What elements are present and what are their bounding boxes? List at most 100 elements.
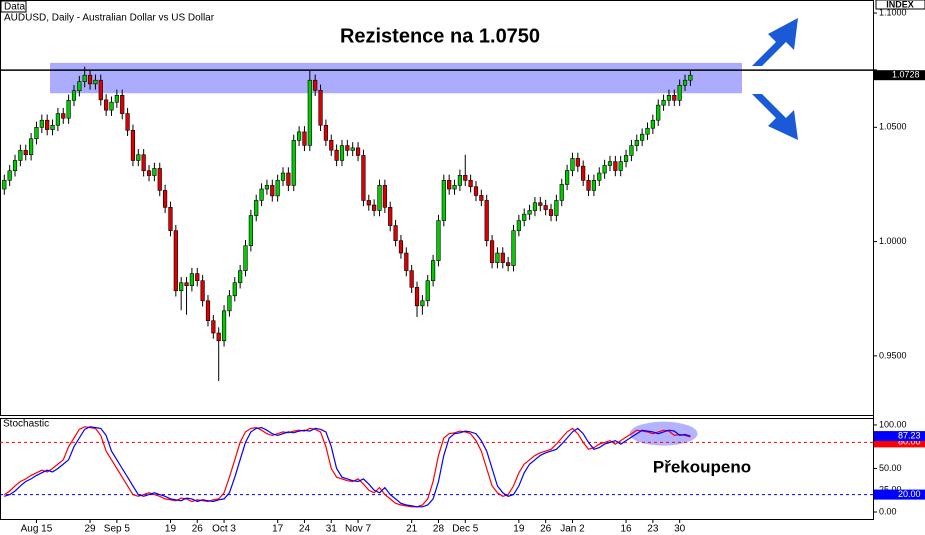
- last-price: 1.0728: [892, 70, 920, 80]
- candle-body: [463, 175, 468, 181]
- candle-body: [136, 154, 141, 161]
- candle-body: [195, 273, 200, 281]
- level-box: [874, 437, 925, 448]
- candle-body: [538, 202, 543, 206]
- candle-body: [39, 119, 44, 128]
- candle-body: [640, 133, 645, 141]
- resistance-label: Rezistence na 1.0750: [340, 25, 540, 47]
- resistance-band: [50, 62, 742, 94]
- y-tick-label: 0.00: [879, 506, 897, 516]
- candle-body: [329, 140, 334, 151]
- x-tick-label: 30: [674, 524, 686, 535]
- candle-body: [2, 180, 7, 190]
- candle-body: [377, 185, 382, 211]
- stochastic-line: [4, 426, 691, 508]
- x-tick-label: 19: [513, 524, 525, 535]
- index-tag: [875, 0, 925, 10]
- candle-body: [511, 230, 516, 266]
- candle-body: [436, 220, 441, 261]
- candle-body: [581, 165, 586, 181]
- x-tick-label: 31: [326, 524, 338, 535]
- candle-body: [543, 205, 548, 210]
- candle-body: [205, 300, 211, 321]
- candle-body: [522, 213, 527, 221]
- x-tick-label: 29: [84, 524, 96, 535]
- candle-body: [559, 184, 564, 201]
- candle-body: [125, 113, 130, 131]
- candle-body: [168, 207, 173, 231]
- candle-body: [227, 295, 232, 312]
- candle-body: [586, 180, 591, 191]
- candle-body: [7, 170, 12, 181]
- candle-body: [677, 84, 682, 101]
- candle-body: [666, 95, 672, 101]
- candle-body: [393, 225, 398, 241]
- candle-body: [28, 138, 34, 156]
- y-tick-label: 0.9500: [879, 350, 907, 360]
- candle-body: [597, 172, 602, 181]
- candle-body: [163, 190, 168, 208]
- x-tick-label: 26: [540, 524, 552, 535]
- candle-body: [414, 287, 420, 307]
- candle-body: [189, 273, 195, 287]
- y-tick-label: 1.1000: [879, 7, 907, 17]
- candle-body: [114, 95, 119, 103]
- candle-body: [232, 282, 237, 297]
- candle-body: [18, 150, 23, 161]
- candle-body: [682, 79, 688, 86]
- candle-body: [484, 200, 489, 241]
- candle-body: [313, 79, 318, 91]
- candle-body: [82, 74, 87, 82]
- candle-body: [650, 119, 655, 129]
- candle-body: [350, 147, 355, 151]
- candle-body: [34, 127, 39, 140]
- x-tick-label: 16: [620, 524, 632, 535]
- x-tick-label: Sep 5: [104, 524, 131, 535]
- candle-body: [473, 186, 479, 196]
- candle-body: [361, 155, 366, 201]
- candle-body: [339, 145, 345, 161]
- candle-body: [441, 180, 446, 221]
- candle-body: [302, 131, 307, 146]
- candle-body: [602, 165, 607, 174]
- candle-body: [270, 185, 275, 197]
- candle-body: [388, 207, 393, 226]
- candle-body: [259, 188, 264, 201]
- candle-body: [280, 172, 286, 181]
- candle-body: [506, 262, 511, 266]
- candle-body: [98, 79, 103, 101]
- candle-body: [623, 155, 629, 162]
- candle-body: [409, 270, 414, 288]
- candle-body: [430, 260, 436, 281]
- arrow-up: [752, 18, 798, 66]
- arrow-down: [752, 94, 798, 140]
- candle-body: [243, 245, 248, 271]
- axis-label: INDEX: [886, 0, 914, 9]
- x-tick-label: Aug 15: [21, 524, 53, 535]
- candle-body: [629, 145, 634, 156]
- candle-body: [77, 81, 82, 92]
- candle-body: [607, 161, 613, 166]
- candle-body: [420, 300, 425, 307]
- candle-body: [221, 310, 227, 342]
- candle-body: [489, 240, 495, 263]
- candle-body: [323, 124, 329, 141]
- y-tick-label: 100.00: [879, 419, 907, 429]
- candle-body: [688, 74, 693, 81]
- candle-body: [152, 168, 157, 176]
- candle-body: [355, 147, 361, 156]
- candle-body: [254, 200, 259, 216]
- x-tick-label: 17: [272, 524, 284, 535]
- candle-body: [291, 140, 296, 186]
- candle-body: [130, 129, 136, 161]
- candle-body: [157, 168, 162, 191]
- x-tick-label: 19: [165, 524, 177, 535]
- candle-body: [120, 95, 125, 114]
- candle-body: [548, 209, 554, 216]
- candle-body: [334, 149, 339, 161]
- candle-body: [45, 119, 50, 130]
- stochastic-title: Stochastic: [3, 419, 49, 430]
- data-label: Data: [4, 2, 26, 13]
